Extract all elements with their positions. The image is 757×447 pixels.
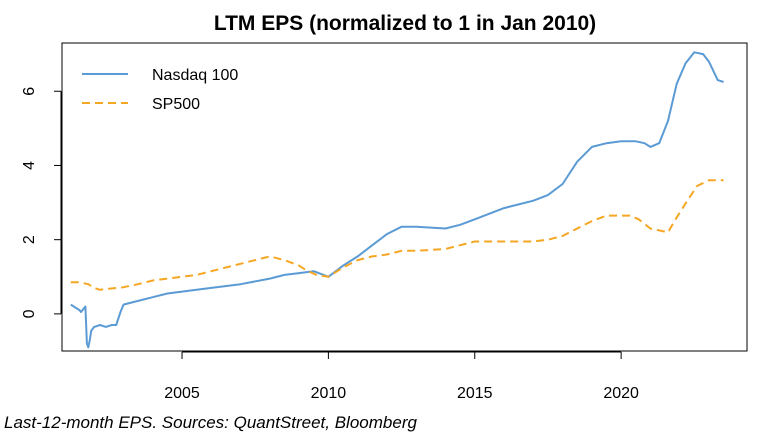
y-tick-label: 4 [21,161,38,170]
x-tick-label: 2010 [311,385,347,402]
x-tick-label: 2005 [164,385,200,402]
x-tick-label: 2020 [603,385,639,402]
plot-frame [61,42,748,352]
series-line-0 [70,51,724,349]
x-axis: 2005 2010 2015 2020 [164,351,639,402]
legend: Nasdaq 100 SP500 [82,67,238,113]
chart-title: LTM EPS (normalized to 1 in Jan 2010) [214,12,596,35]
y-tick-label: 2 [21,235,38,244]
legend-label: SP500 [152,96,200,113]
y-tick-label: 0 [21,309,38,318]
x-tick-label: 2015 [457,385,493,402]
series-layer [70,51,724,349]
y-tick-label: 6 [21,87,38,96]
legend-label: Nasdaq 100 [152,67,238,84]
y-axis: 0 2 4 6 [21,87,62,318]
source-caption: Last-12-month EPS. Sources: QuantStreet,… [4,413,417,432]
series-line-1 [70,179,724,291]
eps-chart: LTM EPS (normalized to 1 in Jan 2010) 20… [21,12,748,402]
